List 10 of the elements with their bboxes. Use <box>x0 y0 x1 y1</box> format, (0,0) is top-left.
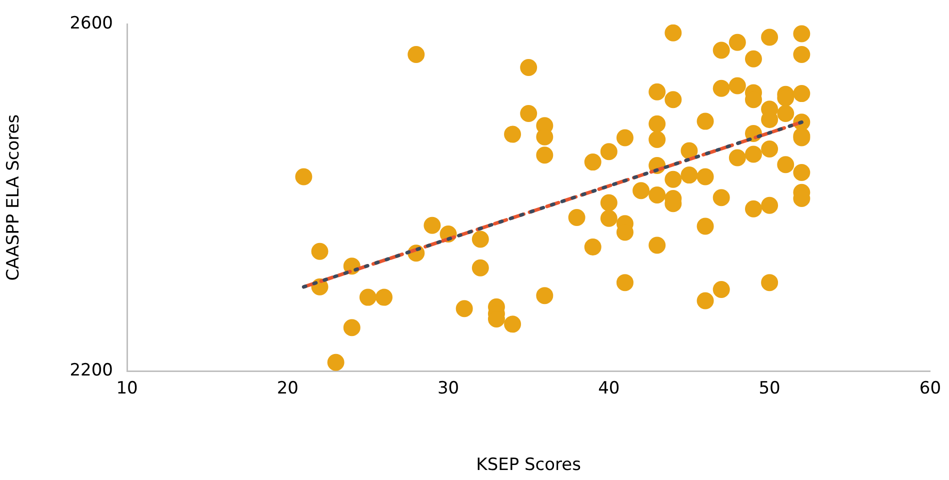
y-tick-label: 2200 <box>70 360 113 380</box>
y-axis-title: CAASPP ELA Scores <box>4 114 24 281</box>
x-tick-label: 40 <box>598 378 620 399</box>
x-tick-label: 30 <box>437 378 460 399</box>
x-tick-label: 20 <box>276 378 298 399</box>
x-axis-title: KSEP Scores <box>476 455 582 476</box>
x-tick-label: 10 <box>116 378 138 399</box>
x-tick-label: 50 <box>758 378 780 399</box>
x-tick-label: 60 <box>919 378 942 399</box>
y-tick-label: 2600 <box>70 14 113 34</box>
